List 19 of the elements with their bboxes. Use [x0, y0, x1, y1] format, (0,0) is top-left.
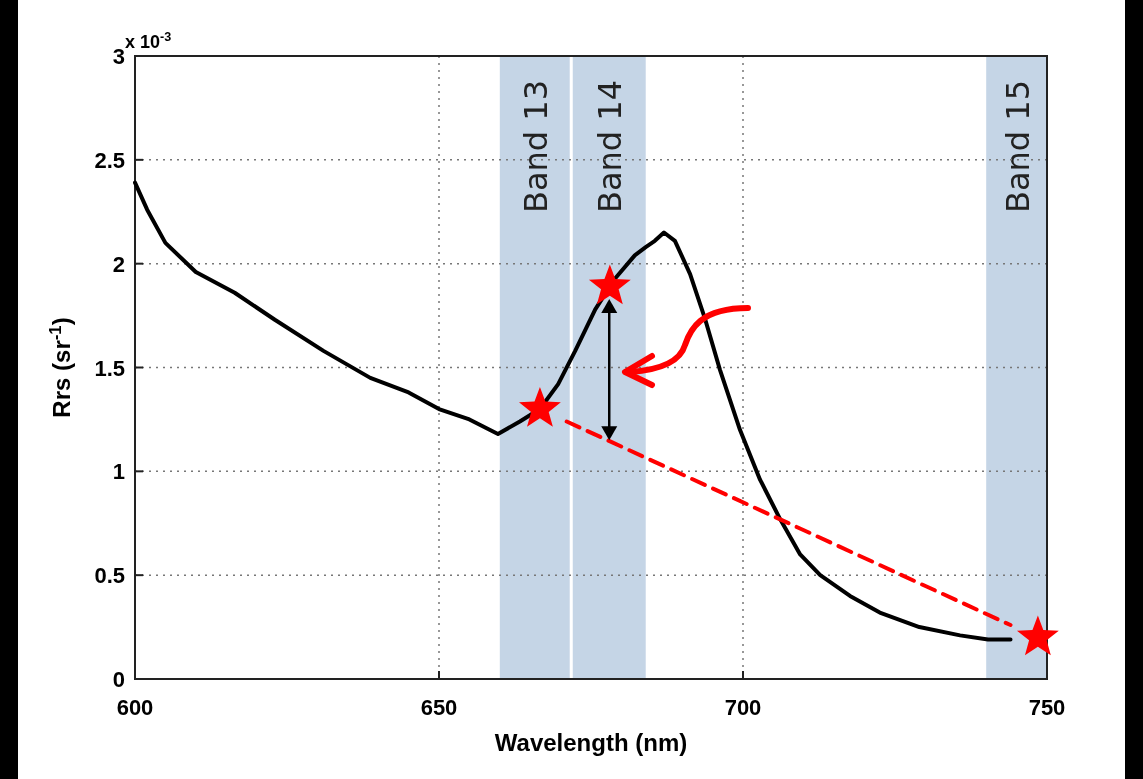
text: x 10$^{-3}$ — [125, 30, 172, 52]
x-tick-label: 600 — [116, 695, 154, 720]
x-tick-label: 700 — [724, 695, 762, 720]
y-tick-label: 1.5 — [94, 355, 125, 381]
point — [519, 387, 561, 427]
band-label: Band 13 — [516, 80, 555, 214]
y-tick-label: 2.5 — [94, 147, 125, 173]
y-tick-label: 2 — [112, 251, 125, 277]
x-axis-title: Wavelength (nm) — [494, 729, 688, 756]
band-label: Band 14 — [591, 80, 630, 214]
y-tick-label: 0.5 — [94, 563, 125, 589]
band-label: Band 15 — [998, 80, 1037, 214]
point — [1016, 615, 1059, 656]
y-tick-label: 1 — [112, 459, 125, 485]
point — [588, 264, 631, 305]
x-tick-label: 750 — [1028, 695, 1066, 720]
y-tick-label: 3 — [112, 44, 125, 69]
x-tick-label: 650 — [420, 695, 458, 720]
y-tick-label: 0 — [112, 667, 125, 692]
